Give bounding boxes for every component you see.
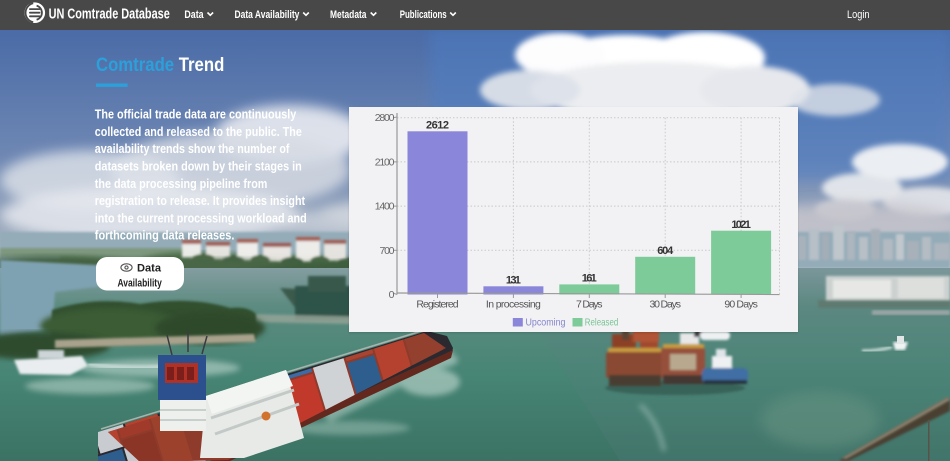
svg-text:availability trends show the n: availability trends show the number of — [95, 141, 290, 156]
svg-text:Comtrade Trend: Comtrade Trend — [96, 55, 224, 76]
svg-text:2612: 2612 — [426, 120, 449, 132]
svg-text:Data: Data — [137, 262, 162, 274]
svg-text:Released: Released — [585, 317, 619, 329]
svg-text:Login: Login — [847, 9, 870, 21]
svg-text:registration to release. It pr: registration to release. It provides ins… — [95, 193, 306, 208]
svg-text:Data Availability: Data Availability — [235, 9, 301, 21]
svg-text:The official trade data are co: The official trade data are continuously — [95, 107, 297, 122]
svg-text:Data: Data — [184, 9, 204, 21]
svg-text:the data processing pipeline f: the data processing pipeline from — [95, 176, 268, 191]
svg-text:Availability: Availability — [118, 277, 163, 289]
svg-text:7 Days: 7 Days — [576, 299, 602, 311]
svg-text:datasets broken down by their: datasets broken down by their stages in — [95, 159, 302, 174]
svg-text:Registered: Registered — [416, 299, 458, 311]
svg-text:2800: 2800 — [375, 112, 395, 124]
svg-text:In processing: In processing — [486, 299, 541, 311]
svg-text:forthcoming data releases.: forthcoming data releases. — [95, 228, 235, 243]
svg-text:0: 0 — [389, 289, 395, 301]
svg-text:700: 700 — [380, 245, 395, 257]
svg-text:30 Days: 30 Days — [649, 299, 681, 311]
svg-text:90 Days: 90 Days — [724, 299, 758, 311]
svg-text:604: 604 — [657, 245, 674, 257]
svg-text:Upcoming: Upcoming — [526, 317, 566, 329]
svg-text:1400: 1400 — [375, 201, 395, 213]
svg-text:131: 131 — [506, 275, 521, 287]
svg-text:UN Comtrade Database: UN Comtrade Database — [49, 7, 170, 23]
svg-text:collected and released to the: collected and released to the public. Th… — [95, 124, 302, 139]
svg-text:into the current processing wo: into the current processing workload and — [95, 210, 307, 225]
svg-text:Publications: Publications — [400, 9, 447, 21]
svg-text:2100: 2100 — [375, 156, 395, 168]
svg-text:Metadata: Metadata — [330, 9, 367, 21]
svg-text:1021: 1021 — [731, 219, 751, 231]
svg-text:161: 161 — [582, 273, 597, 285]
